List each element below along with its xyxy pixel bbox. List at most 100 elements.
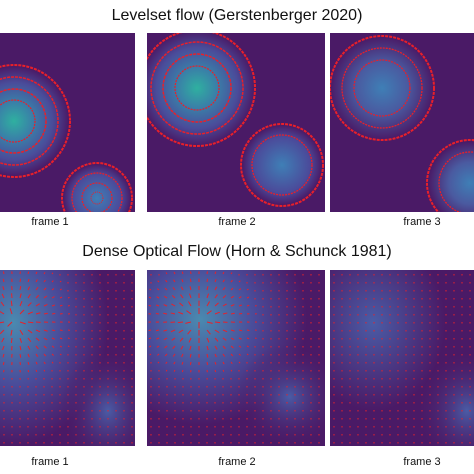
flow-vector	[27, 311, 34, 315]
flow-vector	[206, 278, 209, 283]
flow-vector	[43, 295, 48, 299]
flow-vector	[171, 337, 176, 341]
flow-vector	[238, 329, 243, 332]
flow-vector	[189, 361, 192, 365]
flow-vector	[27, 302, 32, 307]
flow-vector	[2, 345, 5, 351]
flow-vector	[173, 279, 176, 283]
flow-vector	[59, 329, 63, 332]
flow-vector	[222, 279, 225, 283]
flow-vector	[157, 280, 160, 283]
flow-vector	[43, 345, 47, 349]
flow-vector	[222, 312, 228, 315]
flow-vector	[180, 345, 184, 350]
flow-vector	[27, 345, 31, 350]
flow-vector	[214, 345, 218, 350]
flow-vector	[0, 301, 5, 307]
flow-vector	[2, 278, 5, 283]
flow-vector	[181, 369, 184, 373]
flow-vector	[27, 369, 30, 373]
flow-vector	[35, 345, 39, 350]
flow-vector	[238, 304, 242, 307]
levelset-frame-3-image	[330, 33, 474, 212]
flow-vector	[181, 361, 184, 365]
flow-vector	[246, 353, 249, 356]
flow-vector	[27, 361, 30, 365]
flow-vector	[59, 353, 62, 356]
flow-vector	[27, 353, 30, 358]
flow-vector	[2, 361, 5, 365]
flow-vector	[19, 329, 24, 335]
flow-vector	[35, 271, 38, 275]
flow-vector	[165, 279, 168, 283]
flow-vector	[246, 296, 250, 299]
flow-vector	[149, 288, 152, 291]
flow-vector	[246, 345, 249, 348]
flow-vector	[1, 337, 5, 343]
flow-vector	[163, 337, 168, 341]
flow-vector	[222, 303, 227, 307]
flow-vector	[164, 345, 168, 349]
flow-vector	[180, 286, 184, 291]
flow-vector	[230, 369, 233, 372]
flow-vector	[51, 272, 54, 275]
flow-vector	[222, 345, 226, 349]
flow-vector	[178, 329, 184, 334]
flow-vector	[35, 329, 41, 333]
flow-vector	[51, 288, 55, 291]
flow-vector	[51, 337, 55, 340]
flow-vector	[156, 288, 160, 291]
flow-vector	[206, 353, 209, 358]
flow-vector	[157, 353, 160, 356]
flow-vector	[189, 345, 192, 351]
levelset-frame-2-image	[147, 33, 325, 212]
flow-vector	[148, 337, 152, 340]
levelset-caption-1: frame 1	[31, 216, 69, 228]
flow-vector	[148, 304, 152, 307]
optical-flow-caption-1: frame 1	[31, 456, 69, 468]
optical-flow-frame-1-image	[0, 270, 135, 446]
flow-vector	[206, 361, 209, 365]
flow-vector	[35, 337, 40, 342]
flow-vector	[171, 303, 176, 307]
flow-vector	[67, 296, 70, 299]
flow-vector	[156, 304, 160, 307]
flow-vector	[7, 321, 13, 327]
flow-vector	[214, 271, 217, 275]
flow-vector	[164, 295, 168, 299]
flow-vector	[43, 272, 46, 275]
flow-vector	[222, 361, 225, 365]
flow-vector	[214, 286, 218, 291]
flow-vector	[214, 321, 221, 324]
flow-vector	[238, 280, 241, 283]
flow-vector	[59, 345, 63, 348]
flow-vector	[163, 329, 168, 332]
flow-vector	[214, 311, 220, 315]
flow-vector	[0, 321, 5, 324]
flow-vector	[179, 337, 184, 342]
flow-vector	[230, 272, 233, 275]
flow-vector	[156, 296, 160, 299]
flow-vector	[27, 329, 33, 334]
flow-vector	[246, 337, 250, 340]
flow-vector	[43, 353, 47, 357]
flow-vector	[10, 329, 13, 336]
flow-vector	[155, 329, 160, 332]
flow-vector	[10, 337, 13, 344]
flow-vector	[187, 329, 192, 335]
flow-vector	[189, 278, 192, 283]
flow-vector	[214, 353, 217, 358]
flow-vector	[206, 337, 210, 343]
flow-vector	[59, 280, 62, 283]
levelset-frame-1-image	[0, 33, 135, 212]
flow-vector	[206, 329, 211, 335]
flow-vector	[214, 278, 217, 283]
flow-vector	[149, 353, 152, 356]
flow-vector	[59, 296, 63, 299]
flow-vector	[19, 345, 22, 351]
flow-vector	[188, 337, 192, 343]
flow-vector	[188, 293, 192, 299]
flow-vector	[230, 329, 235, 332]
flow-vector	[172, 353, 176, 357]
flow-vector	[214, 361, 217, 365]
